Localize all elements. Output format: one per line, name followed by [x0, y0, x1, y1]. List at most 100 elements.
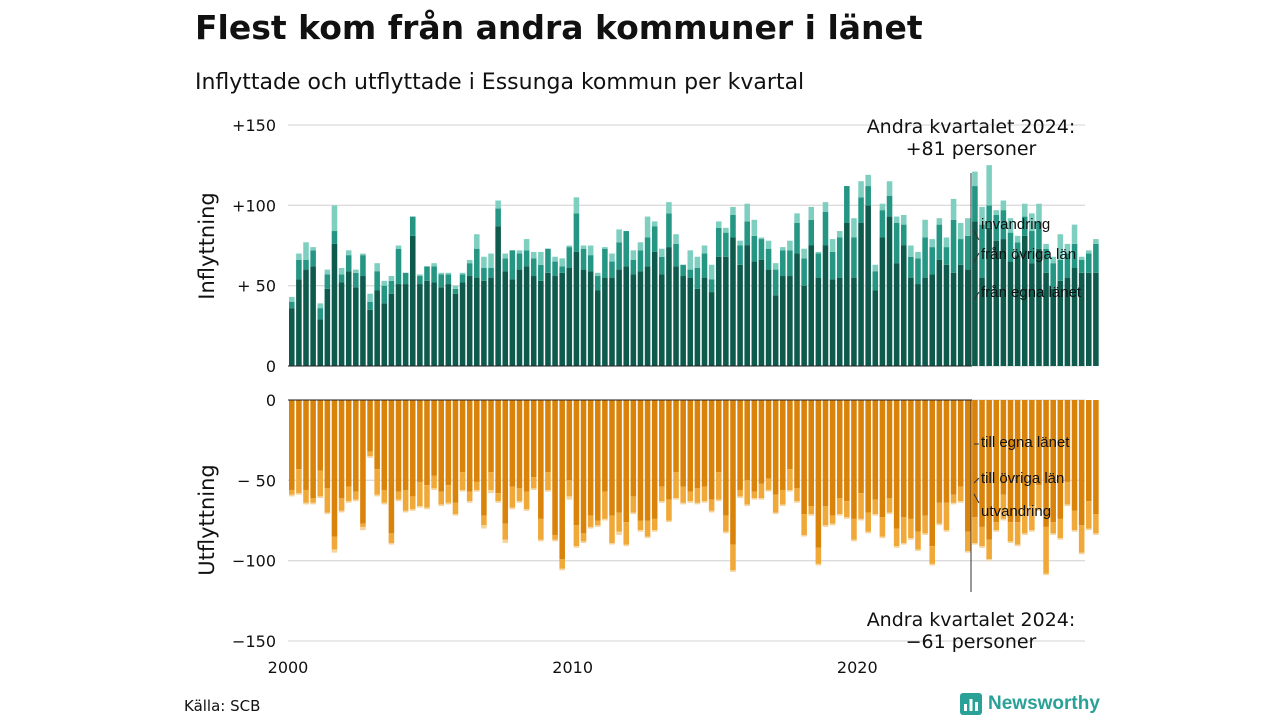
- bar-segment: [338, 400, 345, 499]
- bar-segment: [851, 218, 857, 238]
- inflow-bars: [289, 165, 1099, 366]
- bar-segment: [723, 531, 729, 534]
- bar-segment: [780, 250, 786, 277]
- bar-segment: [502, 539, 509, 543]
- outflow-annotation-line1: Andra kvartalet 2024:: [867, 609, 1076, 631]
- bar-segment: [474, 277, 480, 366]
- bar-segment: [317, 470, 324, 497]
- bar-segment: [594, 400, 601, 521]
- bar-segment: [609, 277, 615, 366]
- bar-segment: [552, 276, 558, 366]
- bar-segment: [772, 494, 779, 513]
- bar-segment: [573, 251, 580, 366]
- bar-segment: [965, 235, 971, 270]
- bar-segment: [296, 253, 302, 260]
- bar-segment: [872, 264, 879, 272]
- bar-segment: [1050, 400, 1056, 523]
- bar-segment: [602, 247, 608, 249]
- bar-segment: [666, 247, 672, 366]
- bar-segment: [723, 227, 729, 233]
- bar-segment: [481, 515, 487, 526]
- bar-segment: [915, 400, 921, 532]
- bar-segment: [374, 263, 380, 272]
- bar-segment: [530, 488, 537, 490]
- bar-segment: [758, 239, 765, 260]
- bar-segment: [886, 216, 893, 366]
- bar-segment: [289, 400, 295, 490]
- bar-segment: [623, 400, 630, 523]
- bar-segment: [900, 245, 907, 366]
- bar-segment: [844, 186, 850, 224]
- bar-segment: [424, 266, 430, 281]
- bar-segment: [936, 224, 943, 260]
- bar-segment: [900, 400, 907, 518]
- bar-segment: [1000, 200, 1007, 211]
- bar-segment: [360, 523, 366, 527]
- bar-segment: [893, 263, 900, 366]
- bar-segment: [801, 248, 807, 259]
- bar-segment: [836, 514, 843, 516]
- bar-segment: [1064, 277, 1071, 366]
- bar-segment: [808, 514, 815, 516]
- bar-chart-logo-icon: [960, 693, 982, 715]
- bar-segment: [310, 502, 316, 505]
- bar-segment: [815, 563, 822, 566]
- bar-segment: [1036, 248, 1042, 366]
- bar-segment: [466, 276, 473, 366]
- bar-segment: [438, 272, 444, 275]
- newsworthy-logo: Newsworthy: [960, 693, 1100, 715]
- bar-segment: [723, 256, 729, 366]
- bar-segment: [1014, 400, 1021, 523]
- bar-segment: [331, 549, 338, 553]
- bar-segment: [886, 195, 893, 217]
- bar-segment: [644, 266, 651, 366]
- bar-segment: [815, 253, 822, 278]
- bar-segment: [687, 501, 694, 503]
- leader-line: [973, 291, 980, 301]
- bar-segment: [1071, 243, 1078, 268]
- bar-segment: [417, 481, 423, 507]
- bar-segment: [538, 251, 544, 265]
- bar-segment: [701, 400, 708, 487]
- bar-segment: [758, 400, 765, 484]
- bar-segment: [957, 223, 964, 240]
- bar-segment: [858, 223, 864, 366]
- bar-segment: [402, 510, 409, 513]
- bar-segment: [573, 213, 580, 252]
- bar-segment: [630, 250, 637, 260]
- bar-segment: [651, 226, 658, 252]
- leader-line: [973, 477, 980, 484]
- bar-segment: [1057, 518, 1064, 539]
- bar-segment: [844, 223, 850, 366]
- bar-segment: [972, 171, 978, 187]
- bar-segment: [659, 501, 665, 503]
- bar-segment: [623, 231, 630, 267]
- bar-segment: [296, 469, 302, 494]
- bar-segment: [787, 276, 793, 366]
- bar-segment: [530, 276, 537, 366]
- bar-segment: [402, 272, 409, 285]
- bar-segment: [815, 400, 822, 548]
- bar-segment: [310, 247, 316, 251]
- bar-segment: [943, 264, 950, 366]
- bar-segment: [865, 400, 871, 513]
- bar-segment: [438, 504, 444, 507]
- bar-segment: [374, 494, 380, 497]
- bar-segment: [289, 489, 295, 495]
- bar-segment: [701, 486, 708, 502]
- bar-segment: [345, 250, 352, 256]
- bar-segment: [836, 231, 843, 238]
- bar-segment: [495, 226, 501, 366]
- bar-segment: [744, 245, 750, 366]
- bar-segment: [708, 400, 715, 500]
- bar-segment: [502, 271, 509, 366]
- y-tick-label: + 50: [237, 277, 276, 296]
- bar-segment: [338, 498, 345, 511]
- bar-segment: [424, 507, 430, 510]
- bar-segment: [1093, 514, 1099, 534]
- bar-segment: [552, 261, 558, 277]
- bar-segment: [929, 400, 935, 547]
- bar-segment: [637, 242, 644, 251]
- bar-segment: [908, 245, 914, 257]
- bar-segment: [296, 259, 302, 280]
